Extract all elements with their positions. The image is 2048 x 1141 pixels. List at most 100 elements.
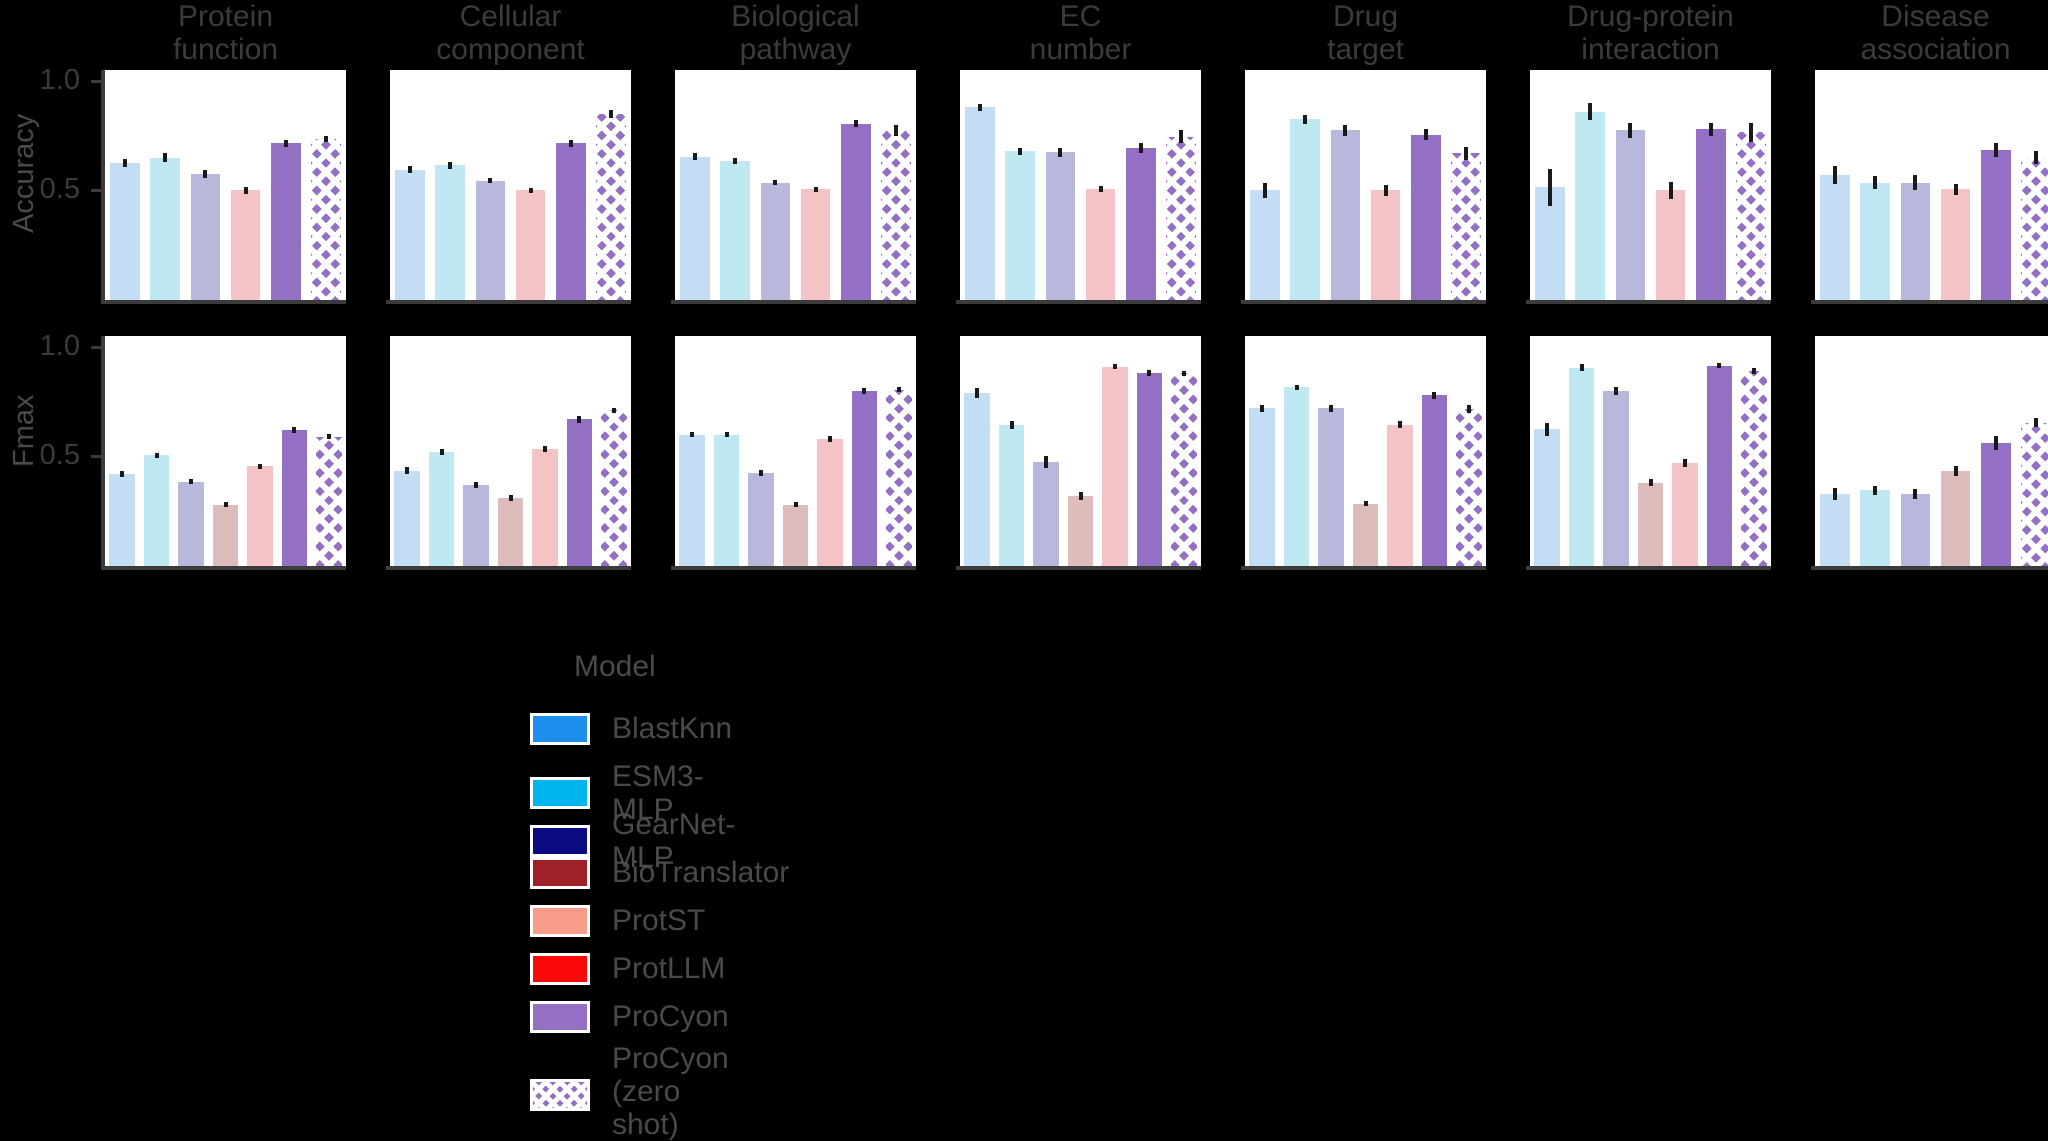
bar — [1352, 503, 1379, 566]
bar — [1451, 153, 1481, 300]
bar — [143, 455, 170, 566]
bar — [965, 107, 995, 300]
error-bar — [488, 177, 493, 184]
panel-title-drug-target: Drug target — [1327, 0, 1404, 66]
legend-label: ProtST — [612, 904, 706, 937]
bar — [1535, 187, 1565, 300]
panel-disease-association-fmax — [1815, 336, 2048, 566]
legend-item-esm3-mlp[interactable]: ESM3-MLP — [530, 760, 704, 826]
bar — [532, 448, 558, 566]
ytick-mark — [91, 345, 103, 349]
error-bar — [1423, 128, 1428, 141]
error-bar — [1668, 181, 1673, 200]
bar — [2021, 422, 2048, 566]
bar — [1615, 130, 1646, 300]
bar — [1171, 373, 1197, 566]
error-bar — [1018, 147, 1023, 155]
x-axis-spine — [386, 566, 631, 570]
error-bar — [568, 140, 573, 147]
legend-item-blastknn[interactable]: BlastKnn — [530, 712, 732, 745]
error-bar — [1343, 124, 1348, 136]
legend-label: ProCyon (zero shot) — [612, 1042, 729, 1141]
bar — [1860, 490, 1891, 566]
panel-ec-number-fmax — [960, 336, 1201, 566]
panel-title-drug-protein-interaction: Drug-protein interaction — [1567, 0, 1734, 66]
error-bar — [1112, 364, 1117, 370]
bar — [1283, 387, 1310, 566]
bar — [840, 123, 871, 300]
error-bar — [1717, 362, 1722, 369]
bar — [800, 189, 831, 300]
error-bar — [542, 445, 547, 453]
error-bar — [975, 388, 980, 398]
bar — [1136, 373, 1163, 566]
bar — [998, 424, 1025, 566]
error-bar — [1329, 404, 1334, 412]
error-bar — [1953, 183, 1958, 195]
panel-drug-target-fmax — [1245, 336, 1486, 566]
error-bar — [439, 449, 444, 456]
bar — [1695, 129, 1726, 300]
error-bar — [1432, 391, 1437, 399]
error-bar — [1098, 186, 1103, 193]
error-bar — [759, 470, 764, 476]
legend-item-procyon[interactable]: ProCyon — [530, 1000, 729, 1033]
panel-protein-function-accuracy — [105, 70, 346, 300]
legend-swatch-icon — [530, 904, 590, 937]
error-bar — [163, 152, 168, 163]
bar — [1900, 182, 1931, 300]
error-bar — [2033, 151, 2038, 164]
error-bar — [1545, 422, 1550, 436]
error-bar — [1181, 370, 1186, 376]
x-axis-spine — [1811, 566, 2048, 570]
panel-biological-pathway-fmax — [675, 336, 916, 566]
bar — [150, 157, 181, 300]
bar — [1980, 443, 2011, 566]
bar — [881, 130, 911, 300]
bar — [679, 434, 705, 566]
bar — [1820, 175, 1850, 300]
ytick-label: 1.0 — [39, 63, 80, 96]
error-bar — [793, 502, 798, 508]
legend-swatch-icon — [530, 777, 590, 809]
error-bar — [1628, 122, 1633, 138]
legend-item-gearnet-mlp[interactable]: GearNet-MLP — [530, 808, 735, 874]
bar — [1421, 395, 1448, 566]
panel-ec-number-accuracy — [960, 70, 1201, 300]
bar — [1318, 408, 1344, 566]
legend-item-biotranslator[interactable]: BioTranslator — [530, 856, 789, 889]
error-bar — [978, 103, 983, 111]
error-bar — [813, 186, 818, 192]
error-bar — [893, 124, 898, 136]
y-axis-spine — [101, 336, 105, 570]
bar — [748, 472, 774, 566]
bar — [817, 438, 843, 566]
error-bar — [1833, 166, 1838, 184]
legend-label: ProCyon — [612, 1000, 729, 1033]
legend-swatch-icon — [530, 712, 590, 745]
error-bar — [1303, 114, 1308, 124]
bar — [1603, 390, 1629, 566]
legend-item-protst[interactable]: ProtST — [530, 904, 705, 937]
legend-item-protllm[interactable]: ProtLLM — [530, 952, 725, 985]
error-bar — [608, 110, 613, 118]
legend-item-procyon-zero-shot-[interactable]: ProCyon (zero shot) — [530, 1042, 729, 1141]
legend-label: ProtLLM — [612, 952, 726, 985]
legend-swatch-icon — [530, 952, 590, 985]
error-bar — [1748, 122, 1753, 143]
x-axis-spine — [1526, 300, 1771, 304]
bar — [555, 143, 586, 300]
error-bar — [1294, 384, 1299, 391]
error-bar — [1913, 175, 1918, 191]
bar — [463, 484, 489, 566]
error-bar — [577, 415, 582, 423]
bar — [394, 470, 420, 566]
bar — [212, 504, 239, 566]
bar — [515, 190, 546, 300]
bar — [1250, 190, 1280, 300]
bar — [1940, 470, 1971, 566]
x-axis-spine — [1241, 300, 1486, 304]
bar — [1575, 111, 1606, 300]
error-bar — [1138, 142, 1143, 153]
